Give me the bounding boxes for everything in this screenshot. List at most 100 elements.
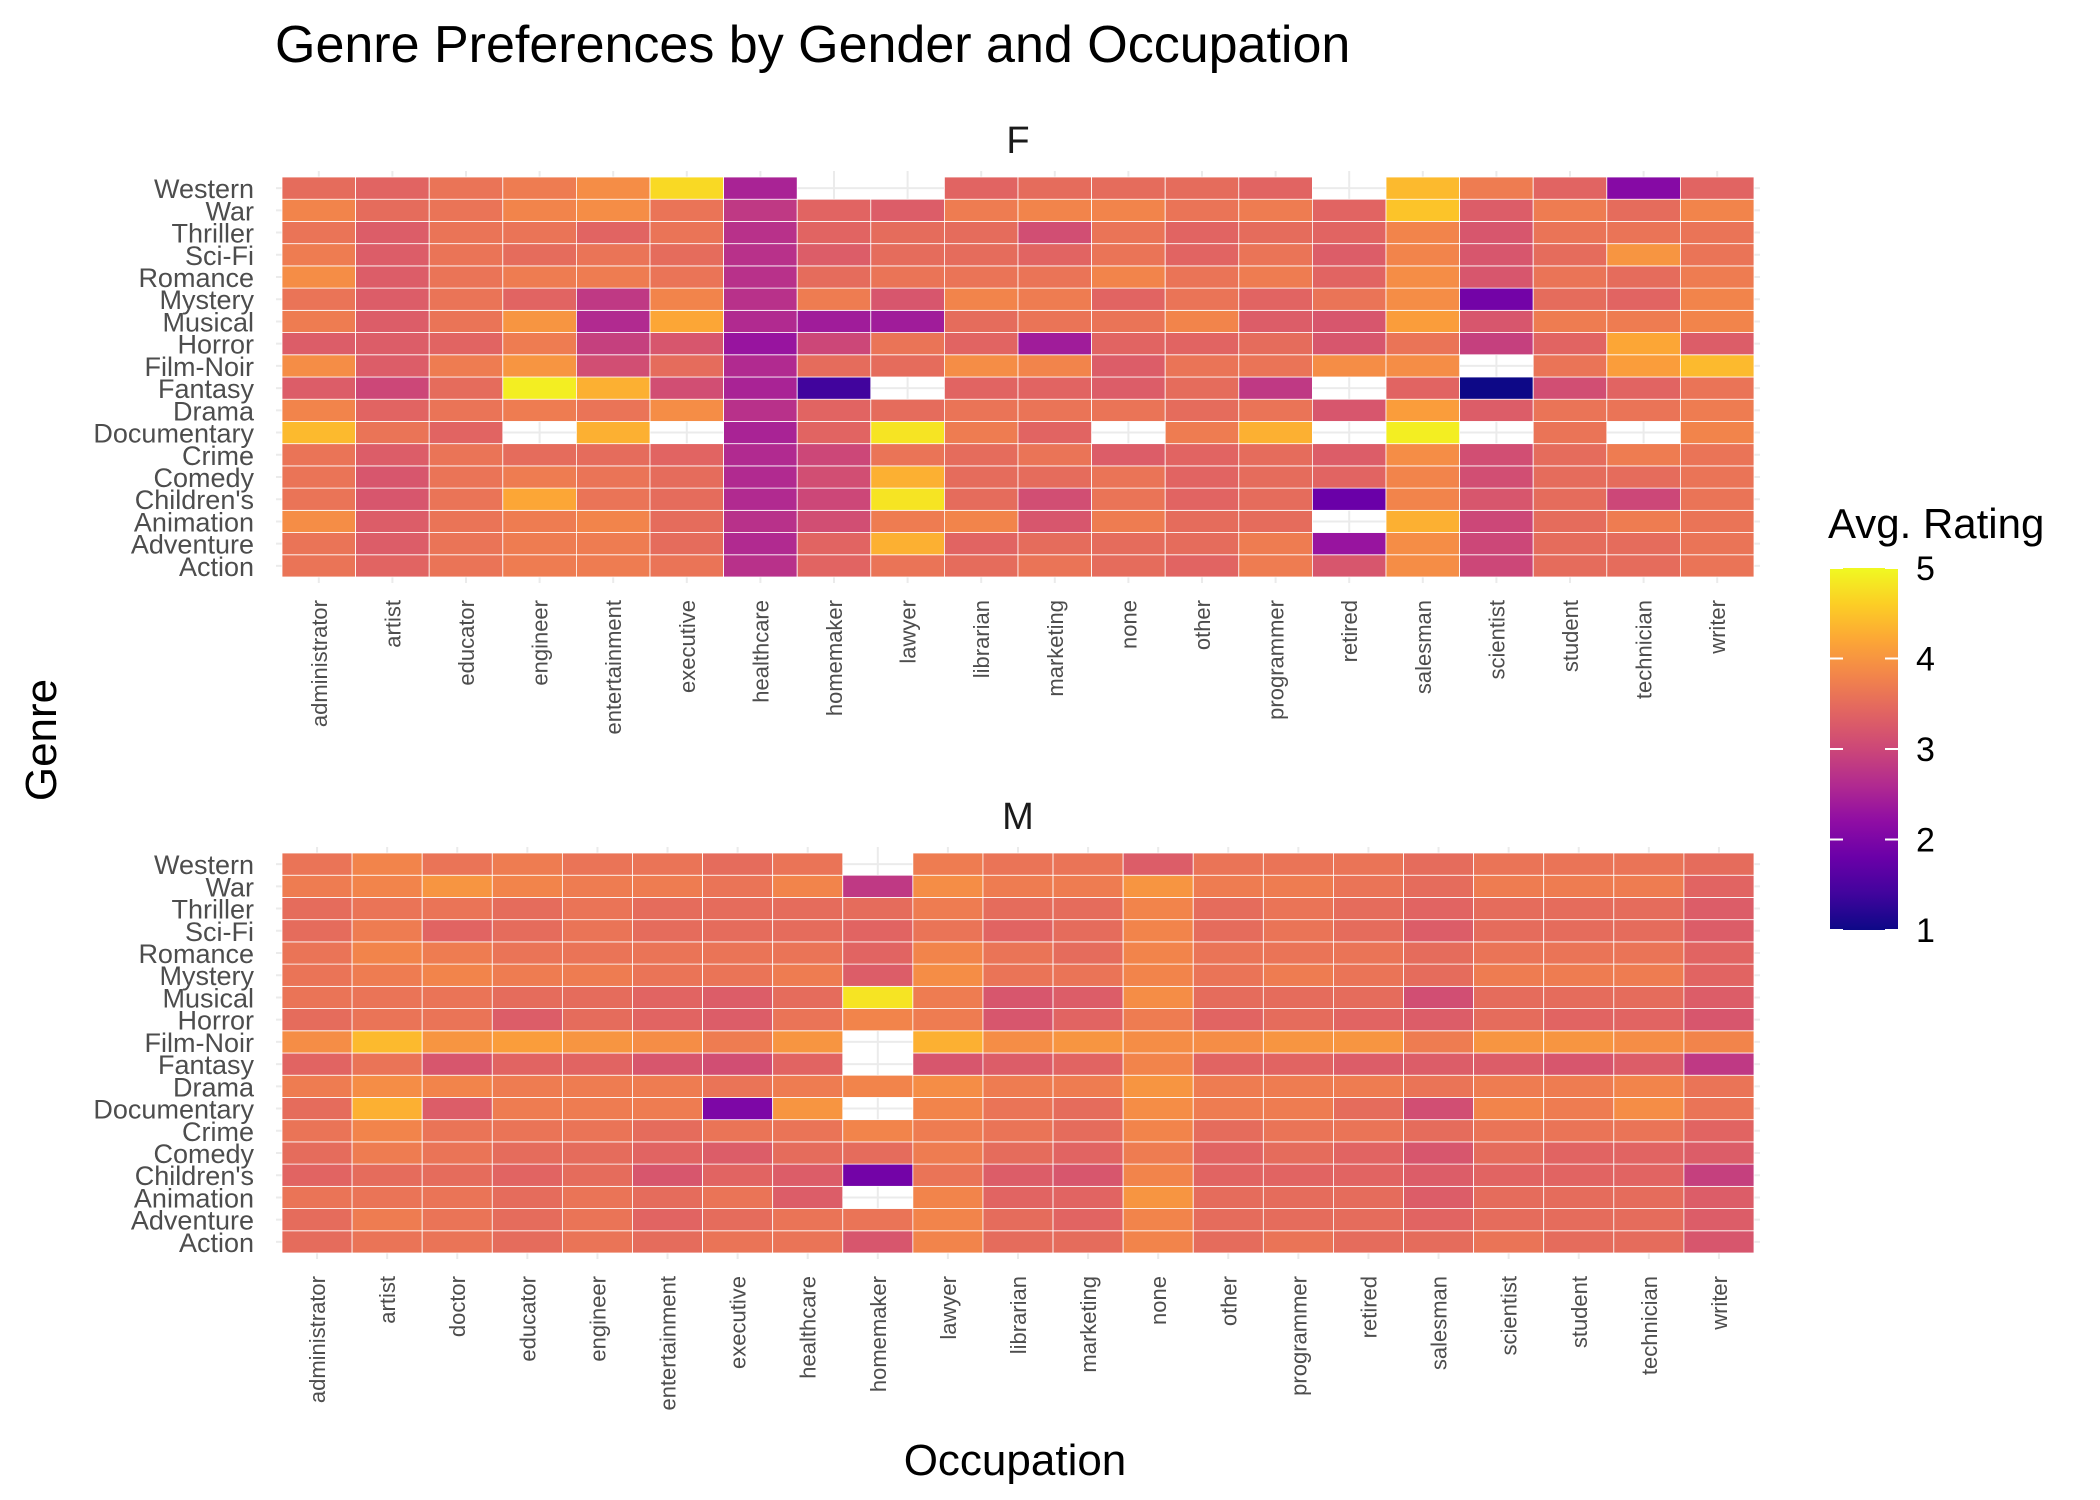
- x-tick-label: lawyer: [936, 1276, 961, 1340]
- heatmap-cell: engineer / Crime: 3.5: [502, 443, 577, 467]
- heatmap-cell: retired / Animation: 3.5: [1333, 1185, 1404, 1209]
- facet-panel-F: Fadministrator / Action: 3.6artist / Act…: [93, 120, 1760, 735]
- heatmap-cell: salesman / Mystery: 3.5: [1403, 963, 1475, 987]
- heatmap-cell: other / Drama: 3.5: [1164, 398, 1240, 422]
- heatmap-cell: entertainment / Sci-Fi: 3.6: [576, 243, 651, 267]
- heatmap-cell: programmer / Action: 3.7: [1238, 554, 1313, 578]
- heatmap-cell: salesman / Crime: 3.9: [1385, 443, 1460, 467]
- heatmap-cell: entertainment / Animation: 3.5: [632, 1185, 703, 1209]
- heatmap-cell: educator / Mystery: 3.7: [491, 963, 563, 987]
- heatmap-cell: student / Drama: 3.6: [1532, 398, 1608, 422]
- heatmap-cell: homemaker / Sci-Fi: 3.4: [842, 919, 914, 943]
- heatmap-cell: retired / Film-Noir: 4: [1333, 1030, 1404, 1054]
- heatmap-cell: marketing / Crime: 3.6: [1017, 443, 1092, 467]
- x-tick-label: marketing: [1076, 1276, 1101, 1373]
- heatmap-cell: scientist / Comedy: 3.1: [1459, 465, 1534, 489]
- heatmap-cell: artist / Fantasy: 3: [355, 376, 430, 400]
- heatmap-cell: none / Adventure: 3.8: [1122, 1208, 1194, 1232]
- heatmap-cell: scientist / Drama: 3.7: [1473, 1074, 1545, 1098]
- heatmap-cell: other / Film-Noir: 3.9: [1192, 1030, 1264, 1054]
- heatmap-cell: executive / Animation: 3.6: [702, 1185, 774, 1209]
- heatmap-cell: doctor / Children's: 3.5: [421, 1163, 493, 1187]
- heatmap-cell: executive / Crime: 3.6: [702, 1119, 774, 1143]
- heatmap-cell: healthcare / Musical: 2.6: [723, 309, 798, 333]
- heatmap-cell: technician / Crime: 3.6: [1613, 1119, 1685, 1143]
- heatmap-cell: entertainment / Film-Noir: 3.9: [632, 1030, 703, 1054]
- heatmap-cell: engineer / Drama: 3.7: [502, 398, 577, 422]
- heatmap-cell: none / Fantasy: 3.8: [1122, 1052, 1194, 1076]
- heatmap-cell: none / Romance: 3.8: [1091, 265, 1166, 289]
- heatmap-cell: executive / Crime: 3.4: [649, 443, 724, 467]
- heatmap-cell: marketing / Romance: 3.5: [1052, 941, 1124, 965]
- heatmap-cell: librarian / Documentary: 3.7: [944, 421, 1019, 445]
- heatmap-cell: none / Mystery: 3.8: [1122, 963, 1194, 987]
- heatmap-cell: retired / Western: 3.6: [1333, 852, 1404, 876]
- heatmap-cell: technician / Musical: 3.5: [1613, 985, 1685, 1009]
- heatmap-cell: student / Romance: 3.6: [1532, 265, 1608, 289]
- heatmap-cell: librarian / Adventure: 3.5: [982, 1208, 1054, 1232]
- heatmap-cell: student / Horror: 3.4: [1543, 1008, 1615, 1032]
- heatmap-cell: student / Sci-Fi: 3.5: [1543, 919, 1615, 943]
- heatmap-cell: scientist / Film-Noir: 4: [1473, 1030, 1545, 1054]
- heatmap-cell: lawyer / Action: 3.8: [912, 1230, 984, 1254]
- heatmap-cell: retired / Sci-Fi: 3.3: [1312, 243, 1387, 267]
- heatmap-cell: homemaker / War: 2.8: [842, 874, 914, 898]
- heatmap-cell: retired / Fantasy: 3.3: [1333, 1052, 1404, 1076]
- x-tick-label: retired: [1356, 1276, 1381, 1338]
- x-tick-label: healthcare: [796, 1276, 821, 1379]
- heatmap-cell: executive / Romance: 3.6: [702, 941, 774, 965]
- heatmap-cell: engineer / Action: 3.6: [561, 1230, 633, 1254]
- heatmap-cell: executive / Mystery: 3.6: [702, 963, 774, 987]
- heatmap-cell: homemaker / Comedy: 3.1: [796, 465, 872, 489]
- heatmap-cell: artist / Crime: 3.3: [355, 443, 430, 467]
- heatmap-cell: technician / Drama: 3.8: [1613, 1074, 1685, 1098]
- heatmap-cell: lawyer / Romance: 3.6: [870, 265, 945, 289]
- x-tick-label: engineer: [585, 1276, 610, 1362]
- heatmap-cell: homemaker / Romance: 3.5: [796, 265, 872, 289]
- heatmap-cell: healthcare / Drama: 3.7: [772, 1074, 844, 1098]
- heatmap-cell: retired / Action: 3.5: [1333, 1230, 1404, 1254]
- heatmap-cell: scientist / Fantasy: 1: [1459, 376, 1534, 400]
- heatmap-cell: engineer / Children's: 3.5: [561, 1163, 633, 1187]
- heatmap-cell: healthcare / Thriller: 3.5: [772, 897, 844, 921]
- heatmap-cell: none / Action: 3.8: [1122, 1230, 1194, 1254]
- heatmap-cell: educator / Animation: 3.5: [491, 1185, 563, 1209]
- heatmap-cell: marketing / Sci-Fi: 3.5: [1052, 919, 1124, 943]
- heatmap-cell: programmer / Drama: 3.6: [1238, 398, 1313, 422]
- y-tick-label: Musical: [162, 307, 254, 337]
- heatmap-cell: librarian / Adventure: 3.4: [944, 532, 1019, 556]
- heatmap-cell: student / Animation: 3.5: [1532, 509, 1608, 533]
- heatmap-cell: educator / Thriller: 3.5: [491, 897, 563, 921]
- heatmap-cell: scientist / Crime: 3.6: [1473, 1119, 1545, 1143]
- heatmap-cell: none / Film-Noir: 3.9: [1122, 1030, 1194, 1054]
- heatmap-cell: librarian / Drama: 3.6: [944, 398, 1019, 422]
- heatmap-cell: other / Horror: 3.4: [1164, 332, 1240, 356]
- heatmap-cell: none / Thriller: 3.6: [1091, 221, 1166, 245]
- heatmap-cell: administrator / Thriller: 3.6: [281, 221, 356, 245]
- heatmap-cell: salesman / War: 4.5: [1385, 198, 1460, 222]
- heatmap-cell: other / Comedy: 3.4: [1164, 465, 1240, 489]
- facet-label: F: [1006, 120, 1029, 162]
- heatmap-cell: marketing / Adventure: 3.5: [1017, 532, 1092, 556]
- heatmap-cell: salesman / Fantasy: 3.3: [1403, 1052, 1475, 1076]
- x-tick-label: homemaker: [866, 1276, 891, 1392]
- heatmap-cell: programmer / Thriller: 3.6: [1262, 897, 1334, 921]
- heatmap-cell: healthcare / Horror: 3.6: [772, 1008, 844, 1032]
- heatmap-cell: healthcare / War: 2.8: [723, 198, 798, 222]
- heatmap-cell: marketing / Mystery: 3.7: [1017, 287, 1092, 311]
- heatmap-cell: educator / Drama: 3.6: [428, 398, 504, 422]
- heatmap-cell: entertainment / Fantasy: 3.2: [632, 1052, 703, 1076]
- y-tick-label: Animation: [134, 1183, 254, 1213]
- heatmap-cell: librarian / Thriller: 3.5: [944, 221, 1019, 245]
- facet-panels: Fadministrator / Action: 3.6artist / Act…: [93, 120, 1760, 1411]
- heatmap-cell: writer / Action: 3.2: [1683, 1230, 1755, 1254]
- heatmap-cell: librarian / Horror: 3.2: [982, 1008, 1054, 1032]
- x-tick-label: scientist: [1497, 1276, 1522, 1355]
- heatmap-cell: student / Comedy: 3.5: [1532, 465, 1608, 489]
- heatmap-cell: homemaker / Musical: 4.8: [842, 985, 914, 1009]
- y-tick-label: Sci-Fi: [185, 241, 254, 271]
- heatmap-cell: other / Thriller: 3.4: [1164, 221, 1240, 245]
- heatmap-cell: engineer / Thriller: 3.6: [502, 221, 577, 245]
- heatmap-cell: retired / Sci-Fi: 3.5: [1333, 919, 1404, 943]
- heatmap-cell: healthcare / Comedy: 2.6: [723, 465, 798, 489]
